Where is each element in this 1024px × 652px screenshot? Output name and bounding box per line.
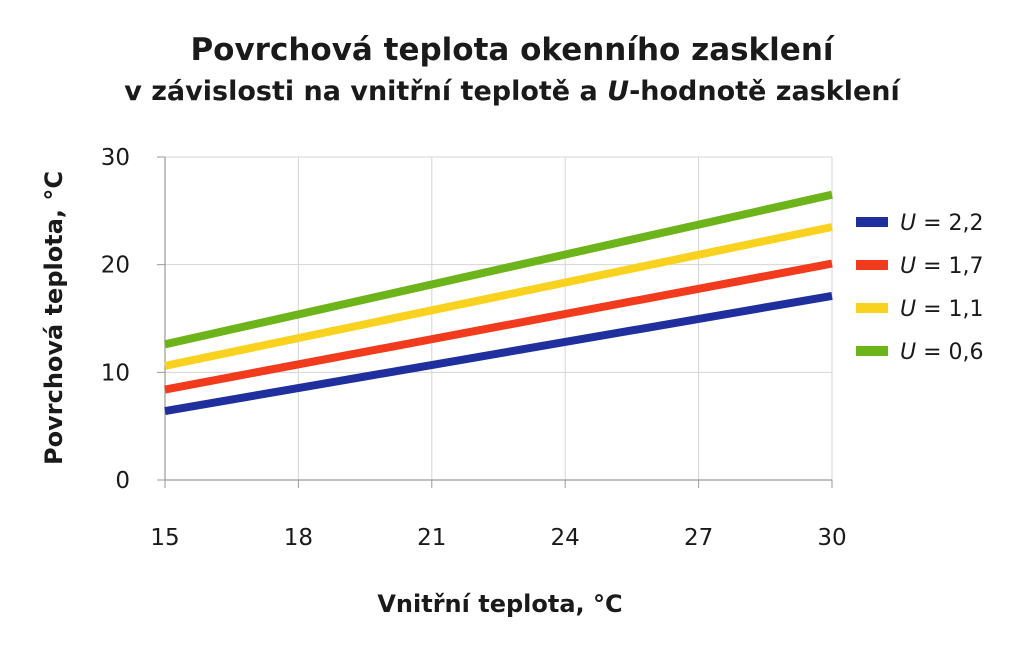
legend-swatch-2 bbox=[856, 260, 888, 270]
legend-label-2: U = 1,7 bbox=[900, 254, 984, 279]
x-tick-label: 27 bbox=[684, 525, 713, 551]
chart-title: Povrchová teplota okenního zasklení bbox=[190, 32, 834, 68]
x-tick-label: 18 bbox=[284, 525, 313, 551]
chart-subtitle-post: -hodnotě zasklení bbox=[629, 76, 900, 107]
legend-label-3: U = 1,1 bbox=[900, 297, 984, 322]
y-tick-label: 20 bbox=[101, 253, 130, 279]
x-tick-label: 15 bbox=[150, 525, 179, 551]
y-tick-label: 30 bbox=[101, 145, 130, 171]
y-tick-label: 10 bbox=[101, 360, 130, 386]
y-tick-label: 0 bbox=[115, 468, 130, 494]
chart-subtitle-symbol: U bbox=[607, 76, 630, 107]
series-line-2 bbox=[164, 259, 833, 394]
legend-label-4: U = 0,6 bbox=[900, 340, 984, 365]
legend: U = 2,2 U = 1,7 U = 1,1 U = 0,6 bbox=[856, 211, 984, 365]
chart-subtitle: v závislosti na vnitřní teplotě a U-hodn… bbox=[0, 76, 1024, 107]
x-tick-labels: 15 18 21 24 27 30 bbox=[150, 525, 846, 551]
x-tick-label: 21 bbox=[417, 525, 446, 551]
y-axis-label: Povrchová teplota, °C bbox=[40, 171, 68, 465]
series-line-4 bbox=[164, 190, 833, 349]
series-line-1 bbox=[164, 291, 833, 416]
x-axis-label: Vnitřní teplota, °C bbox=[377, 590, 622, 618]
legend-label-1: U = 2,2 bbox=[900, 211, 984, 236]
series-lines bbox=[164, 190, 833, 416]
legend-swatch-4 bbox=[856, 346, 888, 356]
x-tick-label: 24 bbox=[551, 525, 580, 551]
legend-swatch-1 bbox=[856, 217, 888, 227]
y-tick-labels: 0 10 20 30 bbox=[101, 145, 130, 494]
legend-swatch-3 bbox=[856, 303, 888, 313]
chart-subtitle-pre: v závislosti na vnitřní teplotě a bbox=[124, 76, 608, 107]
series-line-3 bbox=[164, 223, 833, 370]
x-tick-label: 30 bbox=[817, 525, 846, 551]
